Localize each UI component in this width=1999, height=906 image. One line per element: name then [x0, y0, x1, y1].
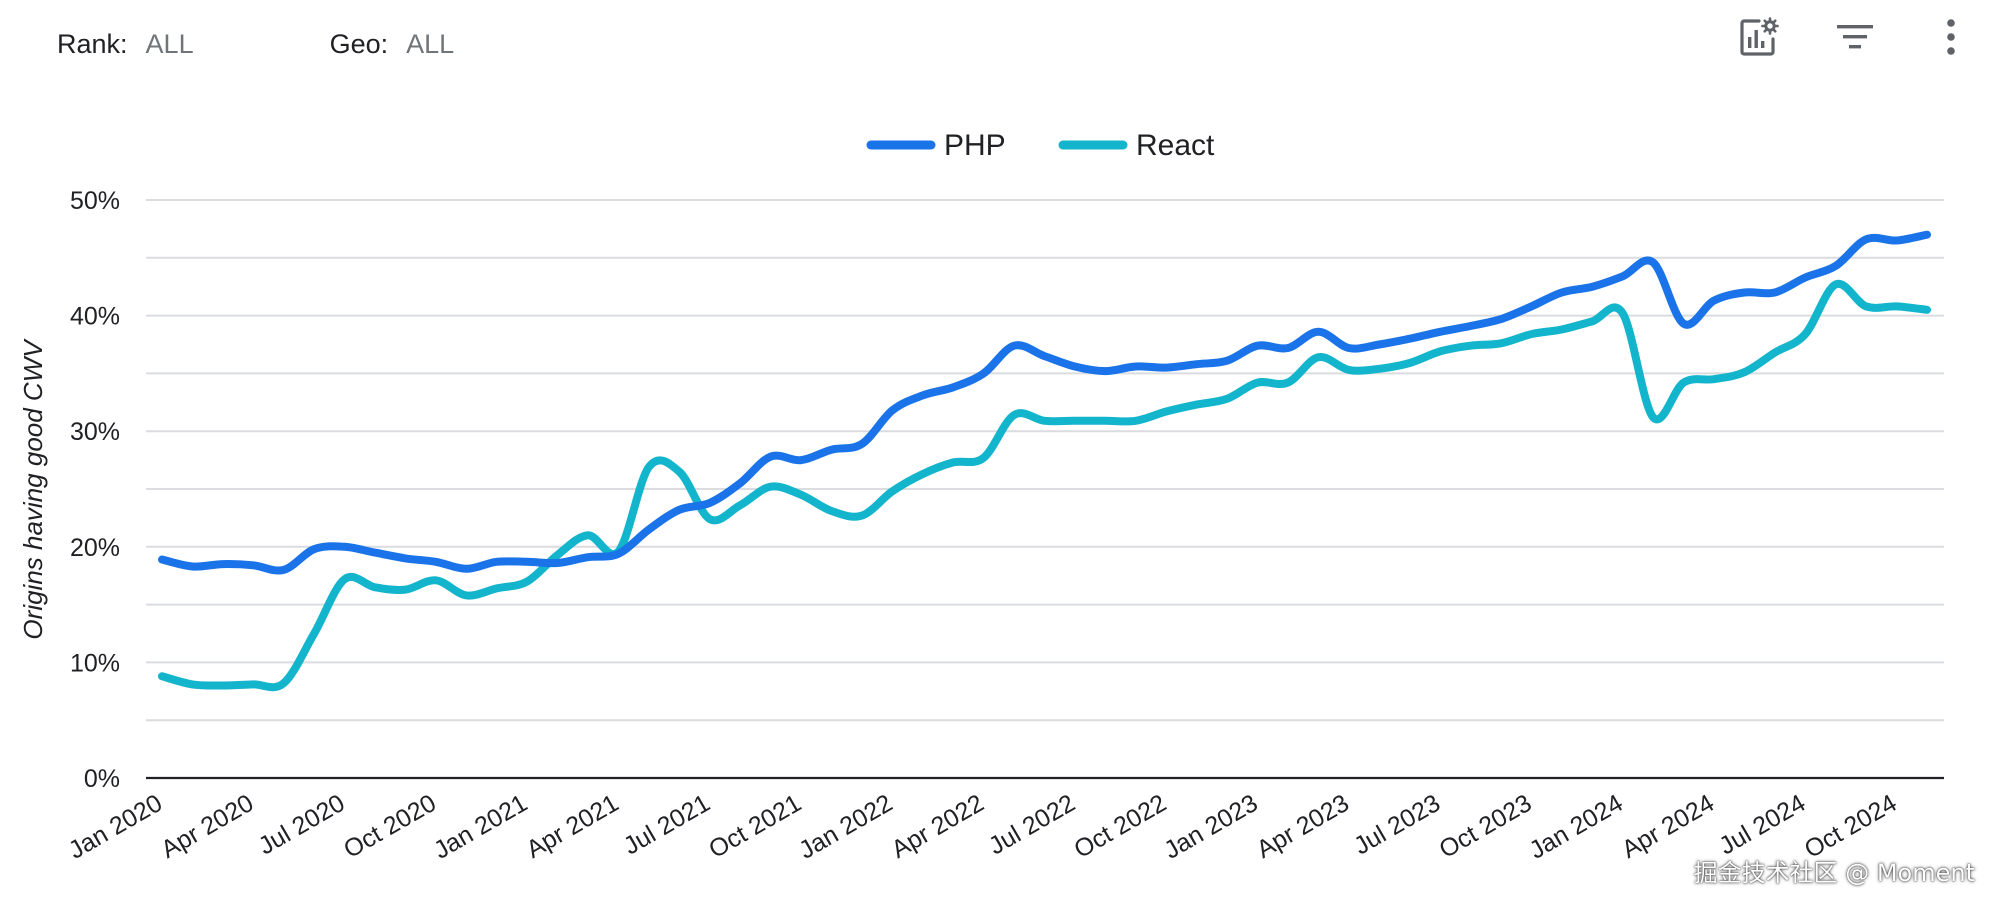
x-tick-label: Jan 2024	[1525, 789, 1628, 865]
x-tick-label: Jul 2024	[1714, 789, 1810, 861]
filter-bar: Rank: ALL Geo: ALL	[57, 24, 454, 64]
x-tick-label: Jan 2023	[1159, 789, 1262, 865]
geo-filter-value[interactable]: ALL	[406, 28, 455, 59]
series-lines	[158, 230, 1931, 692]
x-tick-label: Apr 2022	[887, 789, 989, 864]
rank-filter-label: Rank:	[57, 28, 128, 59]
y-tick-label: 10%	[70, 649, 120, 677]
x-tick-label: Jul 2021	[619, 789, 715, 861]
more-options-button[interactable]	[1923, 12, 1979, 62]
x-tick-label: Apr 2023	[1252, 789, 1354, 864]
x-tick-label: Jul 2023	[1349, 789, 1445, 861]
chart-settings-icon	[1740, 17, 1779, 56]
y-tick-label: 20%	[70, 534, 120, 562]
y-tick-label: 50%	[70, 187, 120, 215]
y-tick-label: 30%	[70, 418, 120, 446]
watermark: 掘金技术社区 @ Moment	[1693, 859, 1975, 887]
x-tick-label: Jan 2021	[429, 789, 532, 865]
series-line-react[interactable]	[158, 279, 1931, 692]
geo-filter[interactable]: Geo: ALL	[330, 29, 455, 60]
gridlines	[146, 199, 1944, 780]
x-tick-label: Apr 2020	[156, 789, 258, 864]
x-tick-label: Oct 2021	[704, 789, 806, 864]
legend-label-php[interactable]: PHP	[944, 129, 1006, 162]
y-tick-label: 40%	[70, 303, 120, 331]
x-tick-label: Oct 2022	[1069, 789, 1171, 864]
rank-filter[interactable]: Rank: ALL	[57, 29, 194, 60]
filter-button[interactable]	[1827, 12, 1883, 62]
legend: PHP React	[866, 129, 1215, 162]
filter-icon	[1837, 25, 1873, 49]
x-tick-label: Oct 2023	[1435, 789, 1537, 864]
x-tick-label: Apr 2021	[522, 789, 624, 864]
series-line-php[interactable]	[158, 230, 1931, 575]
x-tick-label: Jan 2020	[64, 789, 167, 865]
y-axis-ticks: 0% 10% 20% 30% 40% 50%	[70, 187, 120, 793]
x-tick-label: Jul 2022	[984, 789, 1080, 861]
chart-settings-button[interactable]	[1731, 12, 1787, 62]
chart-toolbar	[1731, 12, 1979, 62]
y-axis-title: Origins having good CWV	[18, 338, 48, 640]
x-tick-label: Jan 2022	[794, 789, 897, 865]
x-tick-label: Oct 2020	[339, 789, 441, 864]
x-tick-label: Jul 2020	[254, 789, 350, 861]
more-vert-icon	[1947, 19, 1955, 55]
geo-filter-label: Geo:	[329, 28, 389, 59]
legend-label-react[interactable]: React	[1136, 129, 1215, 162]
rank-filter-value[interactable]: ALL	[145, 28, 194, 59]
y-tick-label: 0%	[84, 765, 120, 793]
